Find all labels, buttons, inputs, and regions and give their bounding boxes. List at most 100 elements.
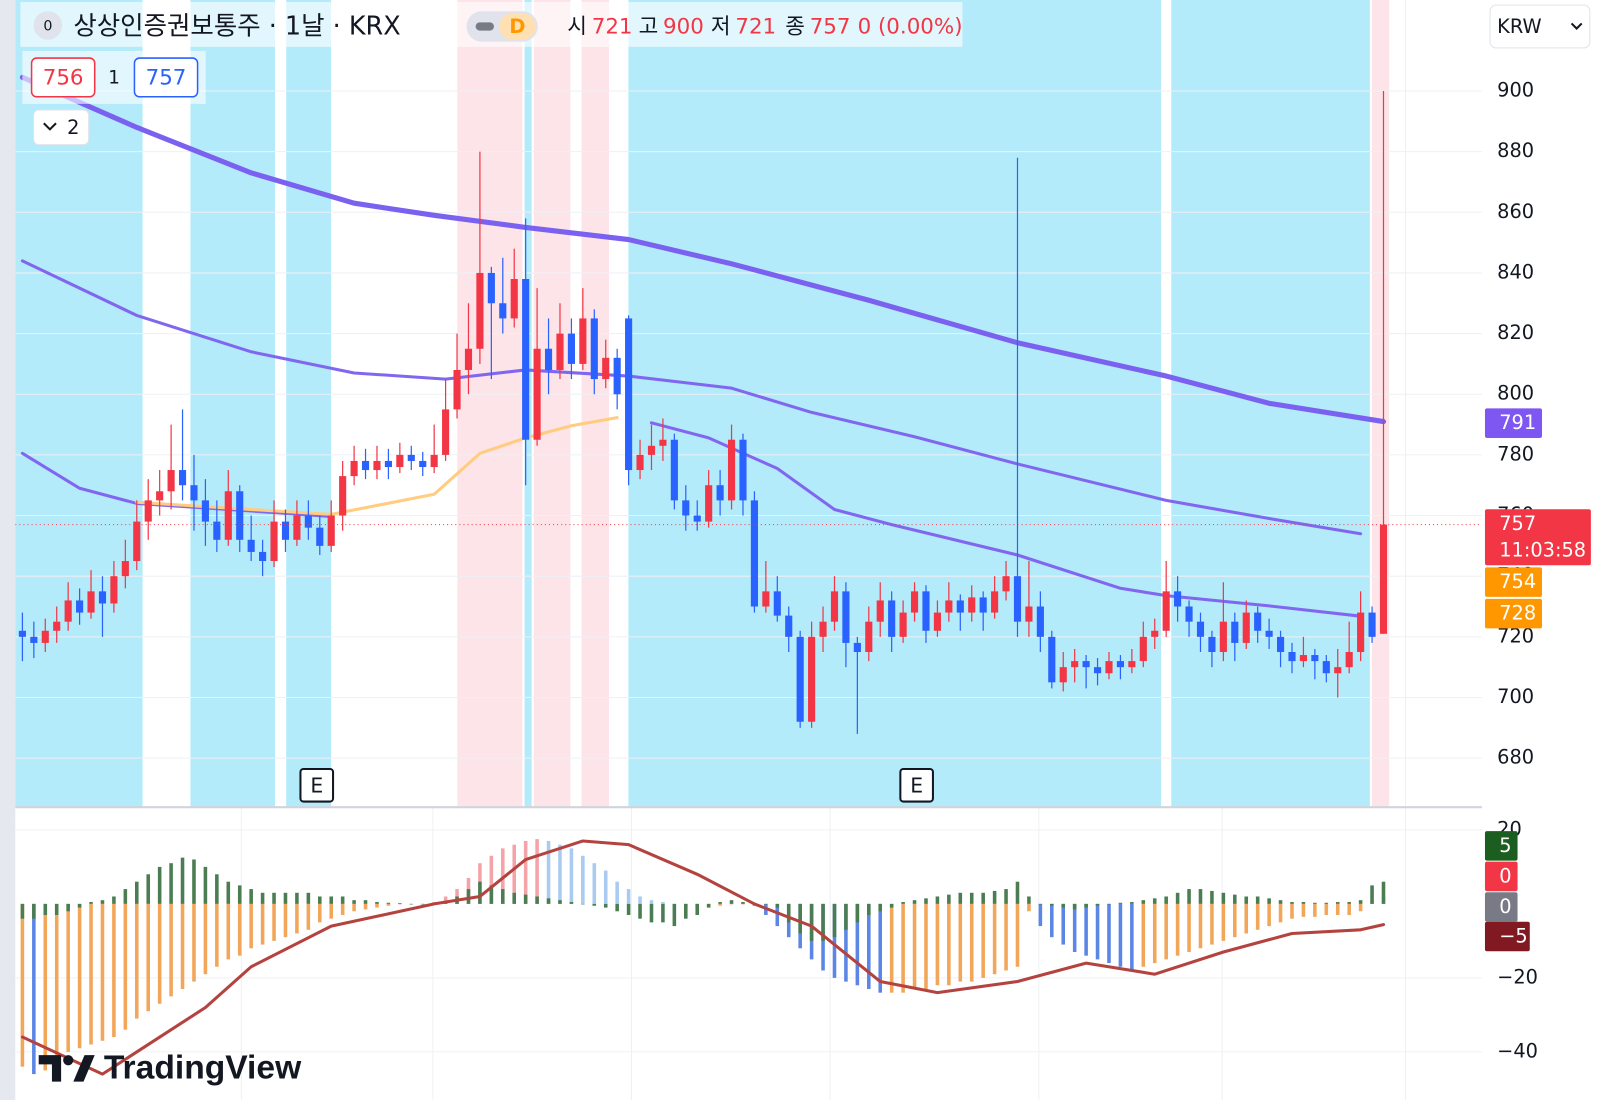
candle-body — [1345, 652, 1353, 668]
histogram-bar — [603, 903, 608, 908]
histogram-bar — [409, 903, 414, 905]
histogram-bar — [386, 902, 391, 904]
candle-body — [579, 318, 587, 364]
histogram-bar — [786, 903, 791, 923]
indicator-line — [19, 74, 1387, 425]
bid-box[interactable] — [30, 57, 96, 98]
earnings-marker[interactable] — [899, 767, 934, 803]
candle-body — [419, 460, 427, 468]
candle-body — [87, 591, 95, 613]
candle-body — [247, 539, 255, 552]
histogram-bar — [992, 890, 997, 904]
y-tick-label: 840 — [1497, 260, 1534, 283]
candle-body — [865, 621, 873, 653]
histogram-bar — [1164, 903, 1168, 960]
histogram-bar — [1347, 902, 1351, 904]
candle-body — [956, 600, 964, 613]
histogram-bar — [1358, 900, 1363, 904]
histogram-bar — [535, 839, 539, 904]
histogram-bar — [54, 903, 59, 915]
histogram-bar — [912, 900, 917, 904]
histogram-bar — [363, 900, 368, 904]
candle-body — [464, 348, 473, 370]
y-tick-label: 720 — [1497, 624, 1534, 647]
histogram-bar — [1027, 896, 1031, 904]
earnings-marker[interactable] — [299, 767, 335, 803]
histogram-bar — [398, 903, 402, 904]
candle-body — [670, 439, 678, 501]
histogram-bar — [992, 903, 997, 975]
histogram-bar — [112, 903, 116, 1038]
histogram-bar — [1278, 900, 1283, 904]
histogram-bar — [32, 903, 36, 1075]
candle-body — [625, 318, 633, 471]
candle-body — [476, 272, 484, 349]
ask-box[interactable] — [133, 57, 199, 98]
price-badge — [1484, 509, 1591, 566]
histogram-bar — [798, 903, 802, 934]
histogram-bar — [706, 903, 711, 908]
histogram-bar — [1313, 902, 1317, 904]
candle-body — [1231, 621, 1239, 643]
y-tick-label: 680 — [1497, 746, 1534, 769]
price-badge-label: 0 — [1499, 895, 1511, 918]
candle-body — [1208, 636, 1216, 653]
histogram-bar — [1198, 903, 1203, 949]
histogram-bar — [581, 903, 585, 905]
candle-body — [361, 460, 370, 471]
candle-body — [1379, 524, 1388, 634]
histogram-bar — [318, 903, 322, 923]
histogram-bar — [329, 896, 334, 904]
histogram-bar — [1004, 889, 1008, 904]
histogram-bar — [272, 903, 276, 941]
histogram-bar — [1095, 903, 1100, 960]
candle-body — [842, 591, 850, 643]
candle-body — [1174, 591, 1182, 607]
candle-body — [510, 279, 518, 319]
histogram-bar — [100, 903, 105, 1041]
histogram-bar — [215, 903, 219, 967]
histogram-bar — [443, 896, 448, 904]
price-badge — [1484, 861, 1518, 892]
histogram-bar — [958, 892, 963, 904]
histogram-bar — [1244, 896, 1249, 904]
histogram-bar — [661, 902, 665, 904]
y-tick-label: 820 — [1497, 321, 1534, 344]
histogram-bar — [146, 903, 151, 1012]
histogram-bar — [1324, 903, 1329, 915]
candle-body — [442, 409, 450, 455]
histogram-bar — [638, 896, 642, 904]
y-tick-label: 880 — [1497, 139, 1534, 162]
price-badge-label: 5 — [1499, 834, 1511, 857]
y-tick-label: 700 — [1497, 685, 1534, 708]
histogram-bar — [489, 855, 494, 904]
candle-body — [339, 476, 347, 516]
histogram-bar — [935, 896, 940, 904]
candle-body — [830, 591, 839, 622]
candle-body — [762, 591, 770, 607]
candle-body — [819, 621, 827, 637]
candle-body — [121, 561, 129, 577]
collapse-button[interactable] — [33, 109, 90, 146]
currency-dropdown[interactable] — [1489, 4, 1591, 49]
histogram-bar — [649, 900, 654, 904]
histogram-bar — [100, 900, 105, 904]
candle-body — [613, 357, 621, 395]
candle-body — [853, 642, 861, 653]
histogram-bar — [398, 903, 402, 905]
candle-body — [236, 491, 244, 540]
candle-body — [1242, 612, 1250, 643]
histogram-bar — [1324, 902, 1329, 904]
histogram-bar — [1141, 903, 1146, 967]
histogram-bar — [1221, 892, 1226, 904]
histogram-bar — [695, 903, 700, 915]
indicator-line — [20, 839, 1386, 1076]
candle-body — [293, 515, 301, 540]
histogram-bar — [1335, 902, 1340, 904]
histogram-bar — [558, 900, 562, 904]
logo-text: TradingView — [104, 1049, 302, 1086]
symbol-title[interactable]: 상상인증권보통주 · 1날 · KRX — [73, 12, 400, 42]
histogram-bar — [775, 903, 780, 927]
candle-body — [910, 591, 919, 613]
